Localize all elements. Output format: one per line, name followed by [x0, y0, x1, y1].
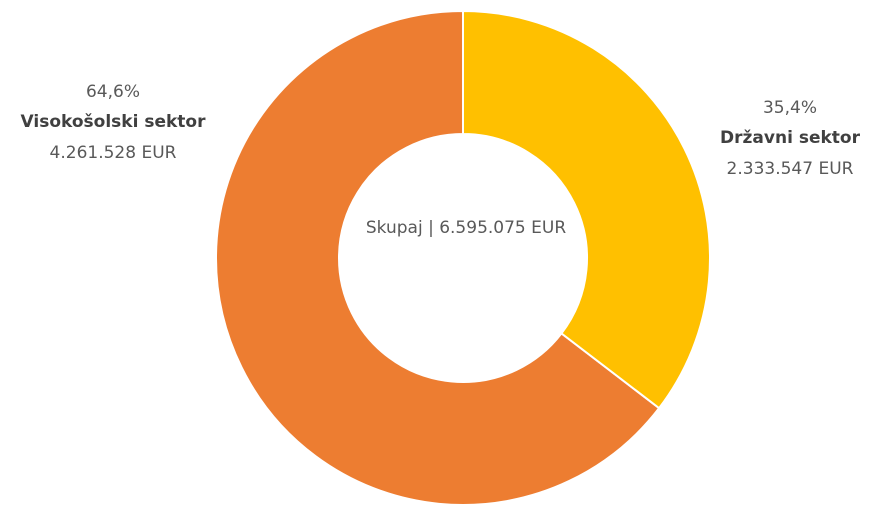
category-label: Visokošolski sektor [21, 112, 207, 132]
amount-label: 2.333.547 EUR [727, 159, 854, 179]
value-label: 35,4% [763, 98, 817, 118]
value-label: 64,6% [86, 82, 140, 102]
center-label: Skupaj | 6.595.075 EUR [366, 218, 566, 238]
amount-label: 4.261.528 EUR [50, 143, 177, 163]
donut-segment [462, 9, 711, 410]
donut-segment [215, 9, 661, 506]
category-label: Državni sektor [720, 128, 861, 148]
